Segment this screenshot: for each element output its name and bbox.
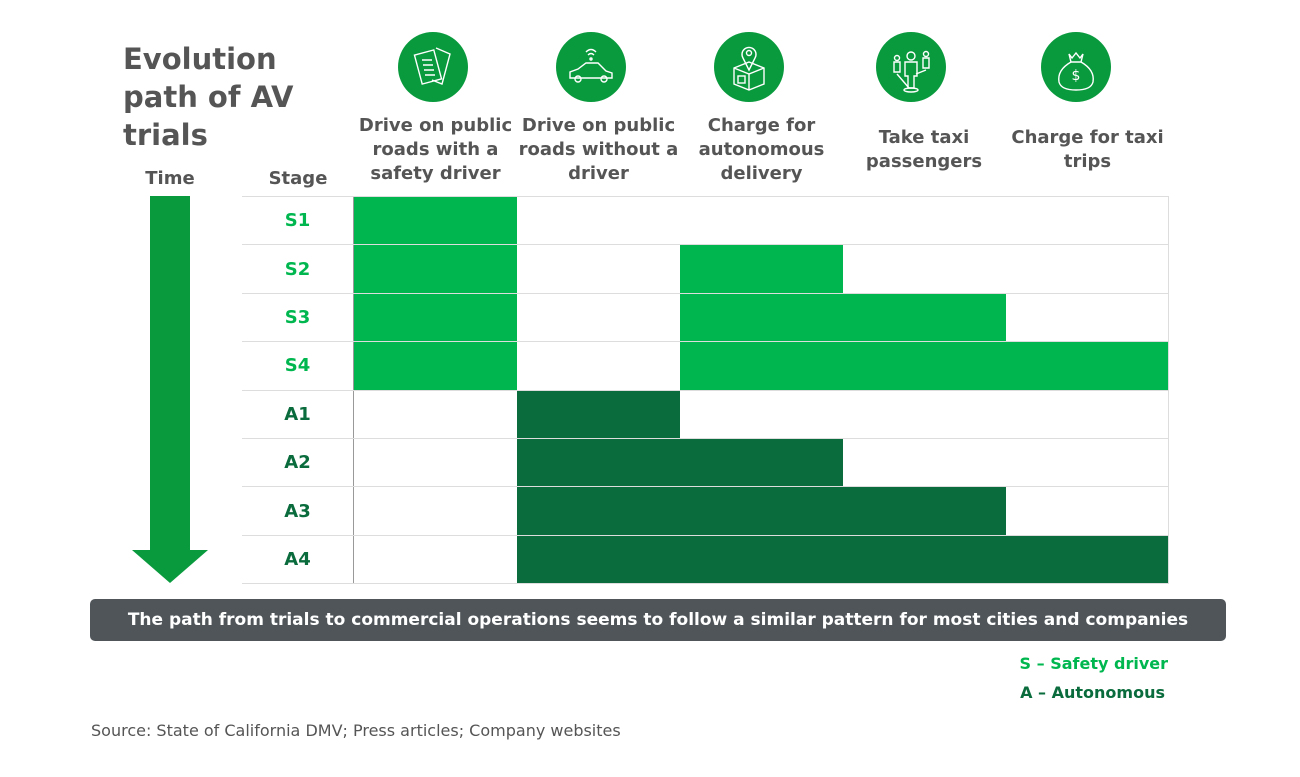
column-header: Charge for autonomous delivery [698, 115, 825, 184]
stage-row: A3 [242, 486, 1169, 535]
stage-cell [1006, 197, 1169, 244]
stage-cell [354, 342, 517, 390]
passengers-icon [876, 32, 946, 102]
stage-cell [843, 197, 1006, 244]
stage-cell [680, 293, 843, 342]
legend-safety: S – Safety driver [1019, 654, 1168, 673]
stage-cell [517, 487, 680, 535]
stage-cell [354, 391, 517, 438]
stage-row: A4 [242, 534, 1169, 584]
stage-cell [517, 294, 680, 341]
connected-car-icon [556, 32, 626, 102]
stage-row: S2 [242, 244, 1169, 293]
stage-cell [1006, 535, 1169, 584]
stage-cell [354, 293, 517, 342]
money-bag-icon: $ [1041, 32, 1111, 102]
column-header: Charge for taxi trips [1011, 127, 1164, 172]
stage-cell [517, 197, 680, 244]
column-header: Drive on public roads with a safety driv… [358, 115, 513, 184]
stage-cell [1006, 245, 1169, 292]
stage-grid: S1 S2 S3 S4 A1 A2 A3 A4 [242, 196, 1169, 585]
stage-cell [843, 439, 1006, 486]
stage-id: A1 [242, 390, 354, 438]
stage-cell [843, 391, 1006, 438]
stage-cell [354, 487, 517, 534]
stage-cell [843, 342, 1006, 390]
stage-cell [680, 535, 843, 584]
column-header: Take taxi passengers [865, 127, 983, 172]
stage-cell [1006, 294, 1169, 341]
stage-row: A2 [242, 438, 1169, 487]
time-label: Time [145, 168, 195, 189]
svg-text:$: $ [1072, 68, 1081, 84]
stage-cell [1006, 391, 1169, 438]
stage-id: S1 [242, 197, 354, 245]
document-checklist-icon [398, 32, 468, 102]
stage-cell [680, 342, 843, 390]
stage-row: S1 [242, 196, 1169, 245]
stage-cell [517, 535, 680, 584]
stage-row: A1 [242, 389, 1169, 438]
page-title: Evolution path of AV trials [123, 42, 294, 152]
stage-cell [680, 197, 843, 244]
stage-cell [680, 487, 843, 535]
source-note: Source: State of California DMV; Press a… [91, 721, 621, 740]
stage-label: Stage [268, 168, 328, 189]
stage-cell [1006, 342, 1169, 390]
stage-cell [843, 293, 1006, 342]
stage-cell [680, 439, 843, 487]
stage-cell [354, 439, 517, 486]
stage-cell [517, 245, 680, 292]
stage-cell [843, 535, 1006, 584]
summary-banner: The path from trials to commercial opera… [90, 599, 1226, 641]
legend-autonomous: A – Autonomous [1020, 683, 1165, 702]
stage-cell [517, 390, 680, 438]
stage-cell [354, 245, 517, 293]
stage-cell [354, 197, 517, 245]
time-arrow-icon [132, 196, 208, 583]
stage-row: S4 [242, 341, 1169, 390]
stage-cell [517, 342, 680, 389]
stage-id: A3 [242, 487, 354, 535]
stage-id: A2 [242, 439, 354, 487]
stage-id: S2 [242, 245, 354, 293]
stage-id: S3 [242, 293, 354, 342]
stage-cell [680, 245, 843, 293]
stage-cell [843, 245, 1006, 292]
stage-cell [517, 439, 680, 487]
stage-cell [1006, 439, 1169, 486]
stage-cell [843, 487, 1006, 535]
stage-cell [354, 536, 517, 583]
package-location-icon [714, 32, 784, 102]
stage-cell [680, 391, 843, 438]
stage-id: S4 [242, 342, 354, 390]
stage-cell [1006, 487, 1169, 534]
stage-id: A4 [242, 535, 354, 584]
column-header: Drive on public roads without a driver [518, 115, 679, 184]
stage-row: S3 [242, 292, 1169, 342]
